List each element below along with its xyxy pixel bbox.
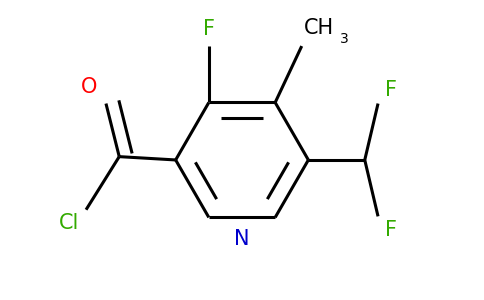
Text: O: O [81,77,98,97]
Text: CH: CH [303,18,333,38]
Text: Cl: Cl [59,213,80,233]
Text: F: F [385,80,397,100]
Text: 3: 3 [340,32,348,46]
Text: F: F [203,20,215,40]
Text: N: N [234,229,250,249]
Text: F: F [385,220,397,240]
